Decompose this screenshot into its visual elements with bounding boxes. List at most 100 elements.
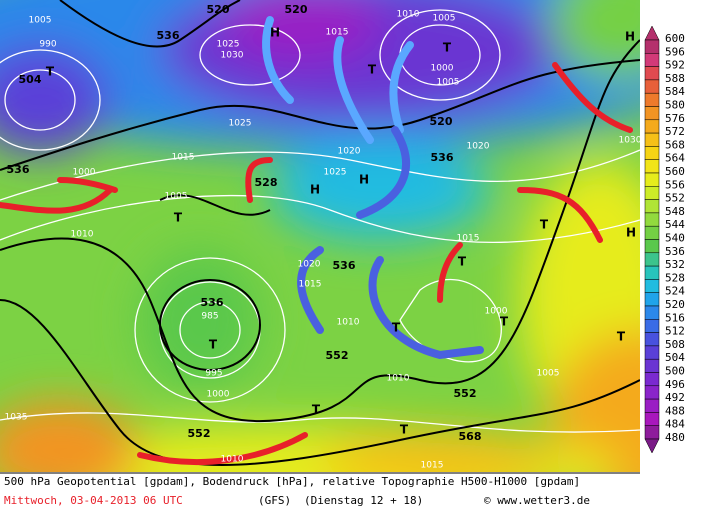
pressure-label: 1005: [165, 192, 188, 202]
footer-model: (GFS): [258, 494, 291, 507]
height-label: 520: [285, 3, 308, 16]
pressure-center: T: [458, 255, 467, 269]
legend-label: 596: [665, 45, 685, 58]
pressure-label: 1015: [421, 461, 444, 471]
pressure-center: T: [500, 315, 509, 329]
pressure-label: 1005: [537, 369, 560, 379]
legend-swatch: [644, 53, 660, 67]
height-label: 552: [326, 349, 349, 362]
pressure-label: 1010: [71, 230, 94, 240]
pressure-label: 1005: [437, 78, 460, 88]
pressure-label: 1025: [217, 40, 240, 50]
height-label: 552: [454, 387, 477, 400]
legend-label: 520: [665, 298, 685, 311]
pressure-center: T: [209, 338, 218, 352]
height-label: 536: [333, 259, 356, 272]
legend-swatch: [644, 186, 660, 200]
pressure-center: H: [310, 183, 320, 197]
legend-swatch: [644, 319, 660, 333]
legend-swatch: [644, 199, 660, 214]
pressure-label: 1010: [337, 318, 360, 328]
legend-label: 528: [665, 271, 685, 284]
legend-swatch: [644, 106, 660, 121]
pressure-center: T: [46, 65, 55, 79]
legend-swatch: [644, 159, 660, 174]
pressure-label: 1030: [619, 136, 642, 146]
legend-swatch: [644, 358, 660, 373]
pressure-center: T: [368, 63, 377, 77]
legend-label: 512: [665, 325, 685, 338]
pressure-label: 1010: [397, 10, 420, 20]
pressure-label: 1005: [433, 14, 456, 24]
legend-swatch: [644, 425, 660, 440]
height-label: 536: [157, 29, 180, 42]
pressure-label: 1015: [172, 153, 195, 163]
legend-label: 524: [665, 285, 685, 298]
legend-label: 500: [665, 365, 685, 378]
legend-label: 568: [665, 138, 685, 151]
pressure-center: H: [625, 30, 635, 44]
pressure-label: 1020: [298, 260, 321, 270]
pressure-label: 1020: [467, 142, 490, 152]
height-label: 552: [188, 427, 211, 440]
legend-label: 548: [665, 205, 685, 218]
height-label: 568: [459, 430, 482, 443]
legend-swatch: [644, 146, 660, 160]
pressure-label: 1015: [326, 28, 349, 38]
height-label: 536: [7, 163, 30, 176]
pressure-label: 1000: [485, 307, 508, 317]
height-label: 520: [207, 3, 230, 16]
legend-swatch: [644, 292, 660, 307]
isohypses: [0, 0, 640, 466]
legend-swatch: [644, 412, 660, 426]
pressure-label: 1015: [299, 280, 322, 290]
legend-label: 584: [665, 85, 685, 98]
legend-label: 552: [665, 192, 685, 205]
footer-date: Mittwoch, 03-04-2013 06 UTC: [4, 494, 183, 507]
legend-label: 504: [665, 351, 685, 364]
pressure-center: T: [174, 211, 183, 225]
pressure-center: T: [400, 423, 409, 437]
pressure-label: 985: [201, 312, 218, 322]
legend-swatch: [644, 92, 660, 107]
pressure-center: T: [540, 218, 549, 232]
legend-swatch: [644, 279, 660, 293]
legend-swatch: [644, 132, 660, 147]
legend-label: 560: [665, 165, 685, 178]
legend-label: 576: [665, 112, 685, 125]
pressure-label: 1030: [221, 51, 244, 61]
legend-swatch: [644, 172, 660, 187]
footer-line: 500 hPa Geopotential [gpdam], Bodendruck…: [4, 475, 580, 488]
pressure-label: 1015: [457, 234, 480, 244]
legend-swatch: [644, 385, 660, 400]
legend-label: 544: [665, 218, 685, 231]
legend-swatch: [644, 265, 660, 280]
pressure-label: 990: [39, 40, 56, 50]
pressure-center: T: [312, 403, 321, 417]
legend-swatch: [644, 239, 660, 254]
height-label: 536: [201, 296, 224, 309]
pressure-label: 1000: [207, 390, 230, 400]
legend-swatch: [644, 252, 660, 267]
pressure-center: H: [626, 226, 636, 240]
legend-swatch: [644, 332, 660, 347]
pressure-center: H: [270, 26, 280, 40]
legend-arrow-bottom: [644, 438, 660, 454]
legend-swatch: [644, 66, 660, 81]
legend-label: 588: [665, 72, 685, 85]
pressure-center: H: [359, 173, 369, 187]
legend-label: 496: [665, 378, 685, 391]
pressure-label: 1000: [73, 168, 96, 178]
legend-label: 508: [665, 338, 685, 351]
footer-run: (Dienstag 12 + 18): [304, 494, 423, 507]
pressure-label: 1010: [221, 455, 244, 465]
pressure-center: T: [392, 321, 401, 335]
legend-label: 484: [665, 418, 685, 431]
pressure-label: 1010: [387, 374, 410, 384]
legend-swatch: [644, 398, 660, 413]
legend-label: 564: [665, 152, 685, 165]
legend-swatch: [644, 119, 660, 134]
footer-credit: © www.wetter3.de: [484, 494, 590, 507]
pressure-label: 995: [205, 369, 222, 379]
